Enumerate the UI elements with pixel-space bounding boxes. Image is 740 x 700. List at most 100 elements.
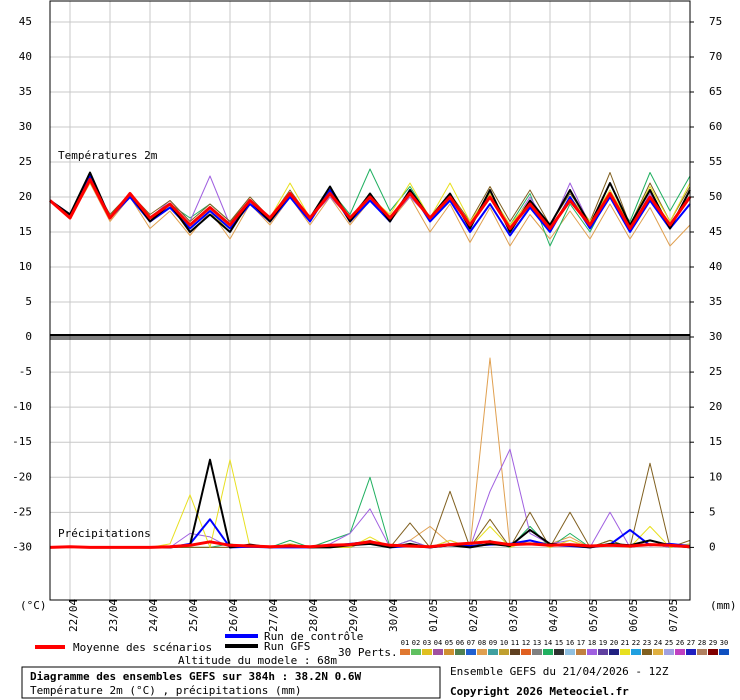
pert-label: 22 [632, 639, 640, 647]
pert-label: 04 [434, 639, 442, 647]
legend-label: Moyenne des scénarios [73, 641, 212, 654]
pert-swatch [587, 649, 597, 655]
pert-swatch [422, 649, 432, 655]
series-line [49, 540, 691, 549]
pert-swatch [521, 649, 531, 655]
pert-swatch [609, 649, 619, 655]
pert-label: 15 [555, 639, 563, 647]
pert-swatch [653, 649, 663, 655]
pert-label: 02 [412, 639, 420, 647]
pert-swatch [554, 649, 564, 655]
pert-swatch [488, 649, 498, 655]
y2-tick-label: 5 [709, 505, 716, 518]
y-tick-label: -10 [12, 400, 32, 413]
pert-label: 26 [676, 639, 684, 647]
pert-label: 03 [423, 639, 431, 647]
x-tick-label: 05/05 [587, 599, 600, 632]
y-tick-label: -30 [12, 540, 32, 553]
y2-axis-unit: (mm) [710, 599, 737, 612]
pert-swatch [686, 649, 696, 655]
pert-label: 16 [566, 639, 574, 647]
pert-label: 08 [478, 639, 486, 647]
y-tick-label: 35 [19, 85, 32, 98]
pert-label: 18 [588, 639, 596, 647]
x-tick-label: 29/04 [347, 599, 360, 632]
pert-swatch [411, 649, 421, 655]
y2-tick-label: 10 [709, 470, 722, 483]
y2-tick-label: 15 [709, 435, 722, 448]
pert-label: 01 [401, 639, 409, 647]
pert-label: 19 [599, 639, 607, 647]
pert-label: 13 [533, 639, 541, 647]
y2-tick-label: 75 [709, 15, 722, 28]
pert-swatch [565, 649, 575, 655]
panel-frame [49, 336, 691, 601]
pert-label: 11 [511, 639, 519, 647]
box-title: Diagramme des ensembles GEFS sur 384h : … [30, 670, 362, 683]
ensemble-info: Ensemble GEFS du 21/04/2026 - 12Z [450, 665, 669, 678]
x-tick-label: 07/05 [667, 599, 680, 632]
pert-label: 27 [687, 639, 695, 647]
pert-swatch [620, 649, 630, 655]
y2-tick-label: 65 [709, 85, 722, 98]
y-tick-label: -25 [12, 505, 32, 518]
x-tick-label: 30/04 [387, 599, 400, 632]
y-axis-unit: (°C) [20, 599, 47, 612]
pert-swatch [598, 649, 608, 655]
pert-swatch [444, 649, 454, 655]
y-tick-label: -5 [19, 365, 32, 378]
y2-tick-label: 20 [709, 400, 722, 413]
x-tick-label: 06/05 [627, 599, 640, 632]
pert-swatch [576, 649, 586, 655]
pert-swatch [400, 649, 410, 655]
y-tick-label: 30 [19, 120, 32, 133]
perts-label: 30 Perts. [338, 646, 398, 659]
plot-area [49, 1, 694, 600]
info-box [21, 666, 441, 699]
pert-label: 07 [467, 639, 475, 647]
pert-label: 24 [654, 639, 662, 647]
x-tick-label: 01/05 [427, 599, 440, 632]
y2-tick-label: 70 [709, 50, 722, 63]
pert-swatch [642, 649, 652, 655]
y-tick-label: 10 [19, 260, 32, 273]
pert-swatch [664, 649, 674, 655]
pert-swatch [697, 649, 707, 655]
x-tick-label: 25/04 [187, 599, 200, 632]
pert-swatch [477, 649, 487, 655]
x-tick-label: 03/05 [507, 599, 520, 632]
y-tick-label: 45 [19, 15, 32, 28]
y-tick-label: -20 [12, 470, 32, 483]
pert-label: 09 [489, 639, 497, 647]
copyright: Copyright 2026 Meteociel.fr [450, 685, 629, 698]
pert-swatch [455, 649, 465, 655]
y2-tick-label: 60 [709, 120, 722, 133]
y-tick-label: -15 [12, 435, 32, 448]
pert-label: 10 [500, 639, 508, 647]
y2-tick-label: 55 [709, 155, 722, 168]
y2-tick-label: 30 [709, 330, 722, 343]
pert-label: 25 [665, 639, 673, 647]
y2-tick-label: 45 [709, 225, 722, 238]
y-tick-label: 40 [19, 50, 32, 63]
y2-tick-label: 0 [709, 540, 716, 553]
x-tick-label: 22/04 [67, 599, 80, 632]
box-subtitle: Température 2m (°C) , précipitations (mm… [30, 684, 302, 697]
pert-swatch [631, 649, 641, 655]
y-tick-label: 20 [19, 190, 32, 203]
panel-label: Précipitations [58, 527, 151, 540]
pert-swatch [433, 649, 443, 655]
legend-label: Run GFS [264, 640, 310, 653]
pert-swatch [675, 649, 685, 655]
pert-label: 30 [720, 639, 728, 647]
y2-tick-label: 50 [709, 190, 722, 203]
pert-label: 20 [610, 639, 618, 647]
y-tick-label: 15 [19, 225, 32, 238]
series-line [49, 178, 692, 230]
pert-label: 29 [709, 639, 717, 647]
legend-label: Run de contrôle [264, 630, 363, 643]
x-tick-label: 27/04 [267, 599, 280, 632]
x-tick-label: 26/04 [227, 599, 240, 632]
